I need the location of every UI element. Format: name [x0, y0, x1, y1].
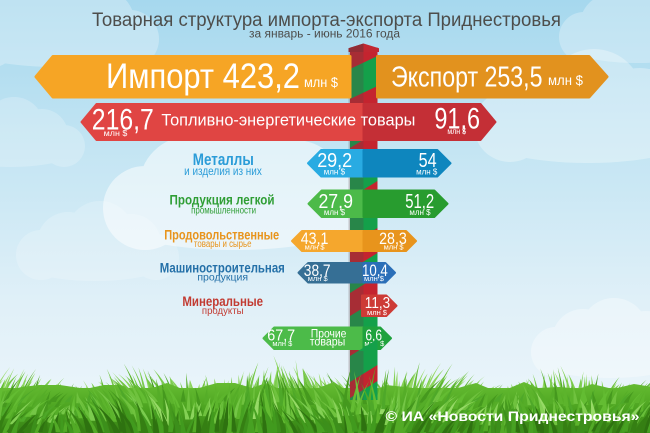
- svg-text:Прочие: Прочие: [311, 329, 347, 341]
- svg-text:млн $: млн $: [324, 168, 346, 177]
- svg-text:67,7: 67,7: [267, 327, 295, 344]
- svg-text:млн $: млн $: [272, 339, 293, 348]
- svg-text:млн $: млн $: [548, 73, 583, 88]
- svg-text:млн $: млн $: [104, 129, 128, 138]
- svg-text:млн $: млн $: [304, 75, 338, 90]
- svg-text:Машиностроительная: Машиностроительная: [160, 260, 285, 275]
- svg-text:млн $: млн $: [447, 127, 466, 136]
- svg-text:млн $: млн $: [308, 274, 329, 283]
- svg-text:Продукция легкой: Продукция легкой: [170, 192, 275, 207]
- svg-text:Минеральные: Минеральные: [182, 294, 263, 309]
- svg-text:млн $: млн $: [305, 243, 326, 252]
- svg-text:Импорт 423,2: Импорт 423,2: [106, 57, 300, 96]
- svg-text:28,3: 28,3: [379, 230, 407, 248]
- svg-text:© ИА «Новости Приднестровья»: © ИА «Новости Приднестровья»: [386, 409, 640, 424]
- svg-text:51,2: 51,2: [405, 191, 434, 213]
- svg-text:за январь - июнь 2016 года: за январь - июнь 2016 года: [249, 29, 401, 41]
- svg-text:29,2: 29,2: [317, 150, 352, 172]
- svg-text:Продовольственные: Продовольственные: [164, 227, 279, 242]
- svg-text:промышленности: промышленности: [191, 205, 256, 217]
- svg-text:Экспорт 253,5: Экспорт 253,5: [391, 62, 543, 94]
- svg-text:млн $: млн $: [384, 243, 405, 252]
- svg-text:млн $: млн $: [324, 208, 346, 217]
- svg-text:11,3: 11,3: [365, 295, 390, 312]
- svg-text:млн $: млн $: [416, 168, 438, 177]
- svg-text:и изделия из них: и изделия из них: [184, 166, 262, 178]
- svg-text:товары: товары: [310, 337, 346, 349]
- svg-text:54: 54: [419, 150, 437, 172]
- svg-text:Товарная структура импорта-экс: Товарная структура импорта-экспорта Прид…: [92, 10, 561, 31]
- svg-text:Топливно-энергетические товары: Топливно-энергетические товары: [161, 112, 415, 130]
- svg-text:млн $: млн $: [364, 274, 385, 283]
- svg-text:млн $: млн $: [367, 308, 388, 317]
- svg-text:27,9: 27,9: [318, 191, 353, 213]
- svg-text:10,4: 10,4: [362, 262, 388, 280]
- svg-text:38,7: 38,7: [304, 262, 331, 280]
- svg-text:млн $: млн $: [409, 208, 431, 217]
- svg-text:товары и сырье: товары и сырье: [194, 239, 252, 250]
- svg-text:91,6: 91,6: [434, 103, 480, 136]
- svg-text:продукция: продукция: [197, 272, 248, 284]
- svg-text:продукты: продукты: [202, 305, 244, 317]
- svg-text:43,1: 43,1: [301, 230, 329, 248]
- svg-text:Металлы: Металлы: [193, 150, 254, 169]
- svg-text:216,7: 216,7: [92, 104, 154, 137]
- svg-text:6,6: 6,6: [365, 327, 382, 344]
